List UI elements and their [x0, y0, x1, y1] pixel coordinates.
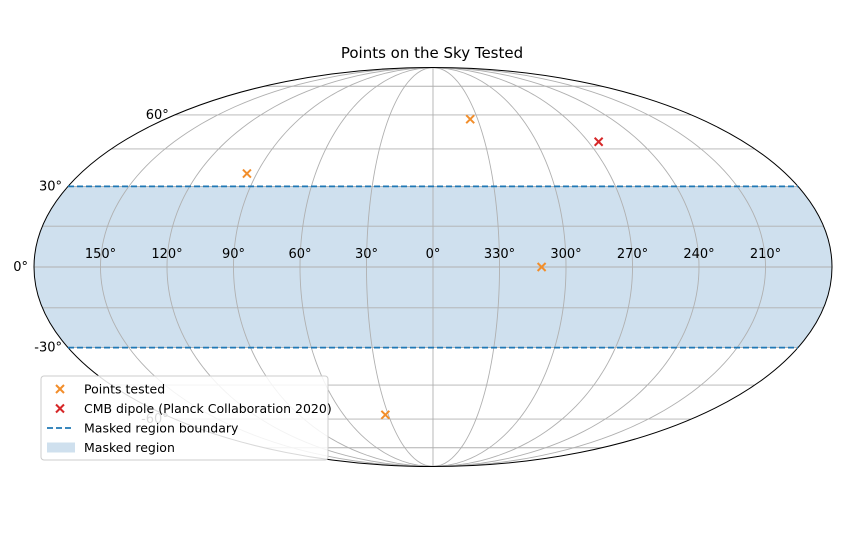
legend-label-boundary: Masked region boundary — [84, 421, 239, 436]
longitude-tick-label: 240° — [683, 247, 714, 262]
longitude-tick-label: 330° — [484, 247, 515, 262]
legend-marker-dipole — [55, 403, 65, 414]
latitude-tick-label: 0° — [13, 260, 28, 275]
longitude-tick-label: 60° — [288, 247, 311, 262]
legend-box — [40, 375, 329, 461]
legend-label-points: Points tested — [84, 382, 165, 397]
longitude-tick-label: 30° — [355, 247, 378, 262]
longitude-tick-label: 150° — [85, 247, 116, 262]
legend-marker-points — [55, 384, 65, 394]
longitude-tick-label: 90° — [222, 247, 245, 262]
cmb-dipole-point — [593, 137, 604, 147]
latitude-tick-label: -30° — [34, 341, 62, 356]
meridian-gridline — [299, 67, 434, 467]
tested-point — [380, 410, 391, 420]
legend-marker-region — [47, 442, 75, 453]
longitude-tick-label: 300° — [550, 247, 581, 262]
legend-label-region: Masked region — [84, 440, 175, 455]
sky-boundary — [33, 67, 833, 467]
tested-point — [242, 168, 252, 179]
meridian-gridline — [432, 67, 700, 467]
longitude-tick-label: 0° — [426, 247, 441, 262]
meridian-gridline — [432, 67, 567, 467]
meridian-gridline — [432, 67, 766, 467]
longitude-tick-label: 120° — [151, 247, 182, 262]
tested-point — [465, 114, 475, 124]
latitude-tick-label: 60° — [146, 108, 169, 123]
meridian-gridline — [432, 67, 633, 467]
latitude-tick-label: 30° — [39, 179, 62, 194]
tested-point — [536, 262, 547, 272]
longitude-tick-label: 210° — [750, 247, 781, 262]
chart-title: Points on the Sky Tested — [341, 44, 523, 62]
longitude-tick-label: 270° — [617, 247, 648, 262]
meridian-gridline — [432, 67, 500, 467]
legend-label-dipole: CMB dipole (Planck Collaboration 2020) — [84, 401, 332, 416]
meridian-gridline — [366, 67, 434, 467]
